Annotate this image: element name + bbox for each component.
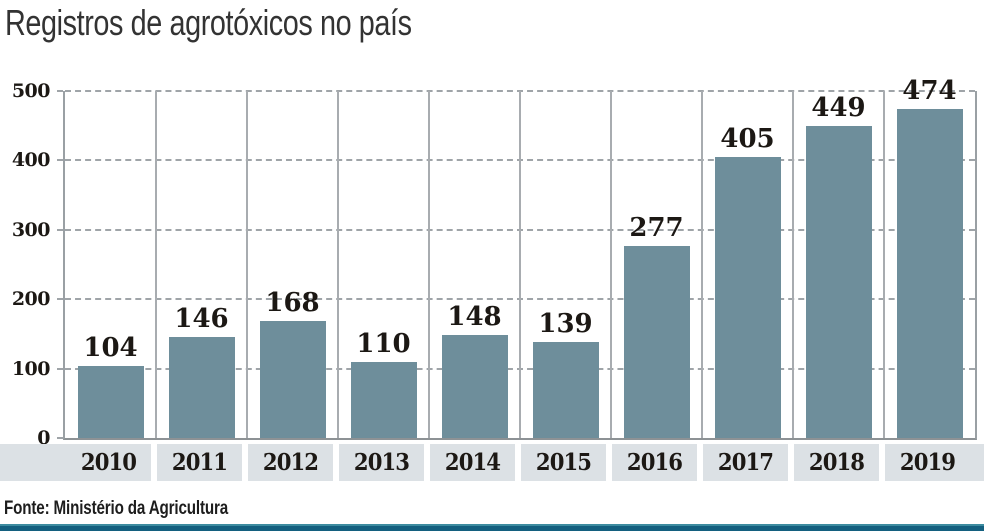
band-gap	[515, 444, 521, 481]
footer-accent-bar	[0, 524, 984, 531]
column-separator	[428, 91, 430, 438]
bar-2011	[168, 336, 235, 438]
bar-2019	[896, 109, 963, 438]
x-tick-label-2013: 2013	[353, 449, 410, 476]
column-separator	[883, 91, 885, 438]
y-tick-mark-500	[57, 90, 63, 92]
column-separator	[246, 91, 248, 438]
bar-2010	[77, 365, 144, 438]
value-label-2010: 104	[83, 332, 138, 363]
x-tick-label-2011: 2011	[171, 449, 228, 476]
bar-2016	[623, 245, 690, 438]
column-separator	[701, 91, 703, 438]
x-tick-label-2014: 2014	[444, 449, 501, 476]
value-label-2019: 474	[902, 76, 957, 107]
column-separator	[792, 91, 794, 438]
y-tick-label-400: 400	[11, 149, 51, 172]
y-tick-label-0: 0	[37, 427, 50, 449]
value-label-2014: 148	[447, 302, 502, 333]
band-gap	[333, 444, 339, 481]
value-label-2016: 277	[629, 212, 684, 243]
x-axis-band: 2010 2011 2012 2013 2014 2015 2016 2017 2018 2019	[0, 444, 984, 481]
value-label-2013: 110	[356, 328, 411, 359]
band-gap	[424, 444, 430, 481]
band-gap	[879, 444, 885, 481]
bar-2015	[532, 341, 599, 438]
column-separator	[155, 91, 157, 438]
bar-2012	[259, 321, 326, 438]
bar-2017	[714, 156, 781, 438]
y-tick-label-500: 500	[11, 80, 51, 102]
x-tick-label-2010: 2010	[80, 449, 137, 476]
band-gap	[788, 444, 794, 481]
bar-2018	[805, 126, 872, 438]
y-tick-mark-300	[57, 228, 63, 231]
bar-2013	[350, 361, 417, 438]
band-gap	[242, 444, 248, 481]
bar-2014	[441, 335, 508, 438]
column-separator	[519, 91, 521, 438]
band-gap	[606, 444, 612, 481]
band-gap	[697, 444, 703, 481]
y-tick-mark-400	[57, 159, 63, 162]
y-tick-label-100: 100	[11, 357, 51, 380]
chart-title: Registros de agrotóxicos no país	[5, 2, 412, 43]
value-label-2017: 405	[720, 123, 775, 154]
value-label-2011: 146	[174, 303, 229, 334]
column-separator	[610, 91, 612, 438]
x-tick-label-2018: 2018	[808, 449, 865, 476]
y-tick-label-200: 200	[11, 288, 51, 311]
value-label-2012: 168	[265, 288, 320, 319]
value-label-2018: 449	[811, 93, 866, 124]
y-tick-mark-0	[57, 437, 63, 439]
x-tick-label-2019: 2019	[899, 449, 956, 476]
x-tick-label-2012: 2012	[262, 449, 319, 476]
x-tick-label-2015: 2015	[535, 449, 592, 476]
band-gap	[151, 444, 157, 481]
plot-area: 104 146 168 110 148 139 277 405 449 474	[63, 78, 977, 440]
y-tick-mark-100	[57, 367, 63, 370]
y-tick-mark-200	[57, 298, 63, 301]
source-credit: Fonte: Ministério da Agricultura	[4, 498, 229, 519]
y-tick-label-300: 300	[11, 218, 51, 241]
x-tick-label-2016: 2016	[626, 449, 683, 476]
column-separator	[337, 91, 339, 438]
value-label-2015: 139	[538, 308, 593, 339]
x-tick-label-2017: 2017	[717, 449, 774, 476]
